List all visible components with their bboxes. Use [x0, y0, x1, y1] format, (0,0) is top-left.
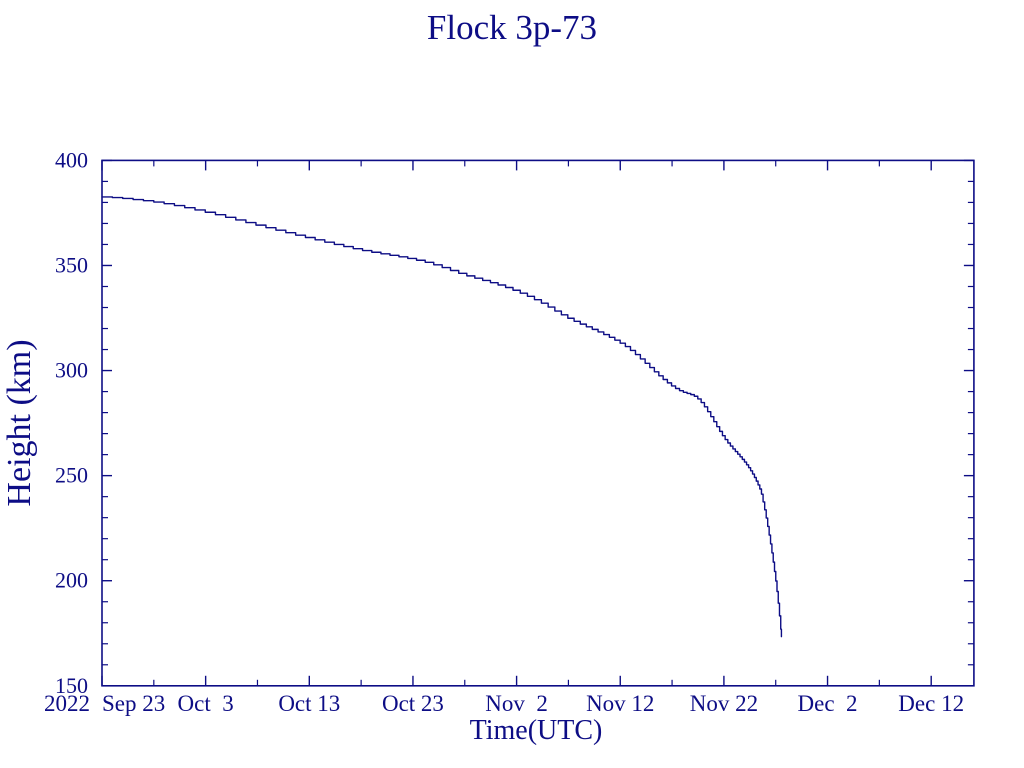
svg-text:350: 350	[55, 252, 88, 277]
svg-text:400: 400	[55, 147, 88, 172]
svg-text:Oct 23: Oct 23	[382, 691, 444, 716]
svg-text:Dec 2: Dec 2	[798, 691, 858, 716]
svg-text:Nov 22: Nov 22	[690, 691, 758, 716]
svg-text:200: 200	[55, 568, 88, 593]
svg-text:250: 250	[55, 463, 88, 488]
svg-text:Height (km): Height (km)	[1, 339, 38, 506]
svg-text:Nov 12: Nov 12	[586, 691, 654, 716]
svg-text:Time(UTC): Time(UTC)	[470, 715, 603, 746]
svg-text:Oct 3: Oct 3	[178, 691, 234, 716]
svg-text:Nov 2: Nov 2	[485, 691, 548, 716]
svg-text:Oct 13: Oct 13	[278, 691, 340, 716]
svg-text:Dec 12: Dec 12	[898, 691, 964, 716]
svg-text:300: 300	[55, 358, 88, 383]
svg-text:Flock 3p-73: Flock 3p-73	[427, 8, 597, 47]
svg-text:2022: 2022	[44, 691, 90, 716]
svg-text:Sep 23: Sep 23	[102, 691, 165, 716]
